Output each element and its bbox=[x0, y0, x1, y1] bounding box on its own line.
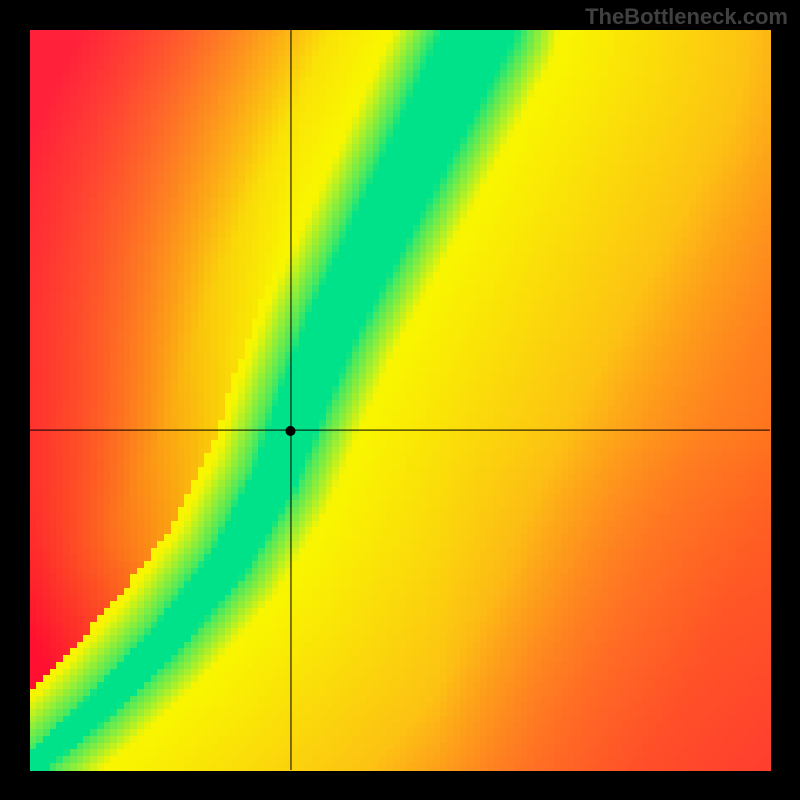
watermark-text: TheBottleneck.com bbox=[585, 4, 788, 30]
chart-container: TheBottleneck.com bbox=[0, 0, 800, 800]
bottleneck-heatmap bbox=[0, 0, 800, 800]
